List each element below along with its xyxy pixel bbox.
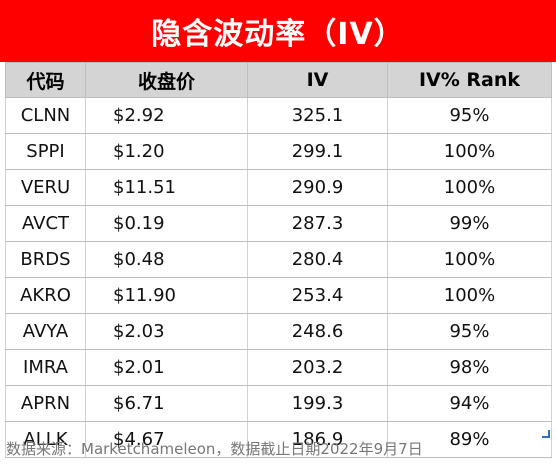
close-price-cell[interactable]: $6.71 — [85, 385, 248, 422]
table-title: 隐含波动率（IV） — [0, 0, 556, 62]
ticker-cell[interactable]: AVCT — [5, 205, 86, 242]
iv-rank-cell[interactable]: 99% — [387, 205, 552, 242]
iv-rank-cell[interactable]: 100% — [387, 277, 552, 314]
iv-rank-cell[interactable]: 95% — [387, 313, 552, 350]
iv-cell[interactable]: 299.1 — [247, 133, 388, 170]
close-price-cell[interactable]: $2.01 — [85, 349, 248, 386]
iv-rank-cell[interactable]: 100% — [387, 169, 552, 206]
iv-cell[interactable]: 253.4 — [247, 277, 388, 314]
iv-cell[interactable]: 287.3 — [247, 205, 388, 242]
ticker-cell[interactable]: AKRO — [5, 277, 86, 314]
table-row: BRDS $0.48 280.4 100% — [5, 241, 552, 278]
close-price-cell[interactable]: $2.92 — [85, 97, 248, 134]
ticker-cell[interactable]: IMRA — [5, 349, 86, 386]
source-note: 数据来源：Marketchameleon，数据截止日期2022年9月7日 — [6, 440, 423, 458]
column-header-ticker[interactable]: 代码 — [5, 62, 86, 98]
column-header-iv[interactable]: IV — [247, 62, 388, 98]
close-price-cell[interactable]: $2.03 — [85, 313, 248, 350]
table-row: SPPI $1.20 299.1 100% — [5, 133, 552, 170]
selection-handle[interactable] — [542, 430, 550, 438]
iv-rank-cell[interactable]: 98% — [387, 349, 552, 386]
table-row: IMRA $2.01 203.2 98% — [5, 349, 552, 386]
column-header-close-price[interactable]: 收盘价 — [85, 62, 248, 98]
iv-cell[interactable]: 248.6 — [247, 313, 388, 350]
close-price-cell[interactable]: $11.90 — [85, 277, 248, 314]
iv-cell[interactable]: 280.4 — [247, 241, 388, 278]
close-price-cell[interactable]: $1.20 — [85, 133, 248, 170]
ticker-cell[interactable]: VERU — [5, 169, 86, 206]
ticker-cell[interactable]: ALLK — [5, 421, 86, 458]
column-header-iv-rank[interactable]: IV% Rank — [387, 62, 552, 98]
table-row: ALLK $4.67 186.9 89% — [5, 421, 552, 458]
ticker-cell[interactable]: SPPI — [5, 133, 86, 170]
table-row: APRN $6.71 199.3 94% — [5, 385, 552, 422]
table-row: AVCT $0.19 287.3 99% — [5, 205, 552, 242]
ticker-cell[interactable]: AVYA — [5, 313, 86, 350]
close-price-cell[interactable]: $0.48 — [85, 241, 248, 278]
close-price-cell[interactable]: $11.51 — [85, 169, 248, 206]
iv-cell[interactable]: 203.2 — [247, 349, 388, 386]
iv-table: 代码 收盘价 IV IV% Rank CLNN $2.92 325.1 95% SPPI… — [5, 62, 552, 458]
iv-cell[interactable]: 290.9 — [247, 169, 388, 206]
table-row: CLNN $2.92 325.1 95% — [5, 97, 552, 134]
table-row: AVYA $2.03 248.6 95% — [5, 313, 552, 350]
iv-rank-cell[interactable]: 100% — [387, 241, 552, 278]
header-row: 代码 收盘价 IV IV% Rank — [5, 62, 552, 98]
iv-rank-cell[interactable]: 94% — [387, 385, 552, 422]
table-row: AKRO $11.90 253.4 100% — [5, 277, 552, 314]
ticker-cell[interactable]: APRN — [5, 385, 86, 422]
iv-rank-cell[interactable]: 95% — [387, 97, 552, 134]
iv-cell[interactable]: 199.3 — [247, 385, 388, 422]
table-row: VERU $11.51 290.9 100% — [5, 169, 552, 206]
iv-rank-cell[interactable]: 89% — [387, 421, 552, 458]
close-price-cell[interactable]: $4.67 — [85, 421, 248, 458]
iv-rank-cell[interactable]: 100% — [387, 133, 552, 170]
iv-cell[interactable]: 325.1 — [247, 97, 388, 134]
ticker-cell[interactable]: CLNN — [5, 97, 86, 134]
ticker-cell[interactable]: BRDS — [5, 241, 86, 278]
close-price-cell[interactable]: $0.19 — [85, 205, 248, 242]
